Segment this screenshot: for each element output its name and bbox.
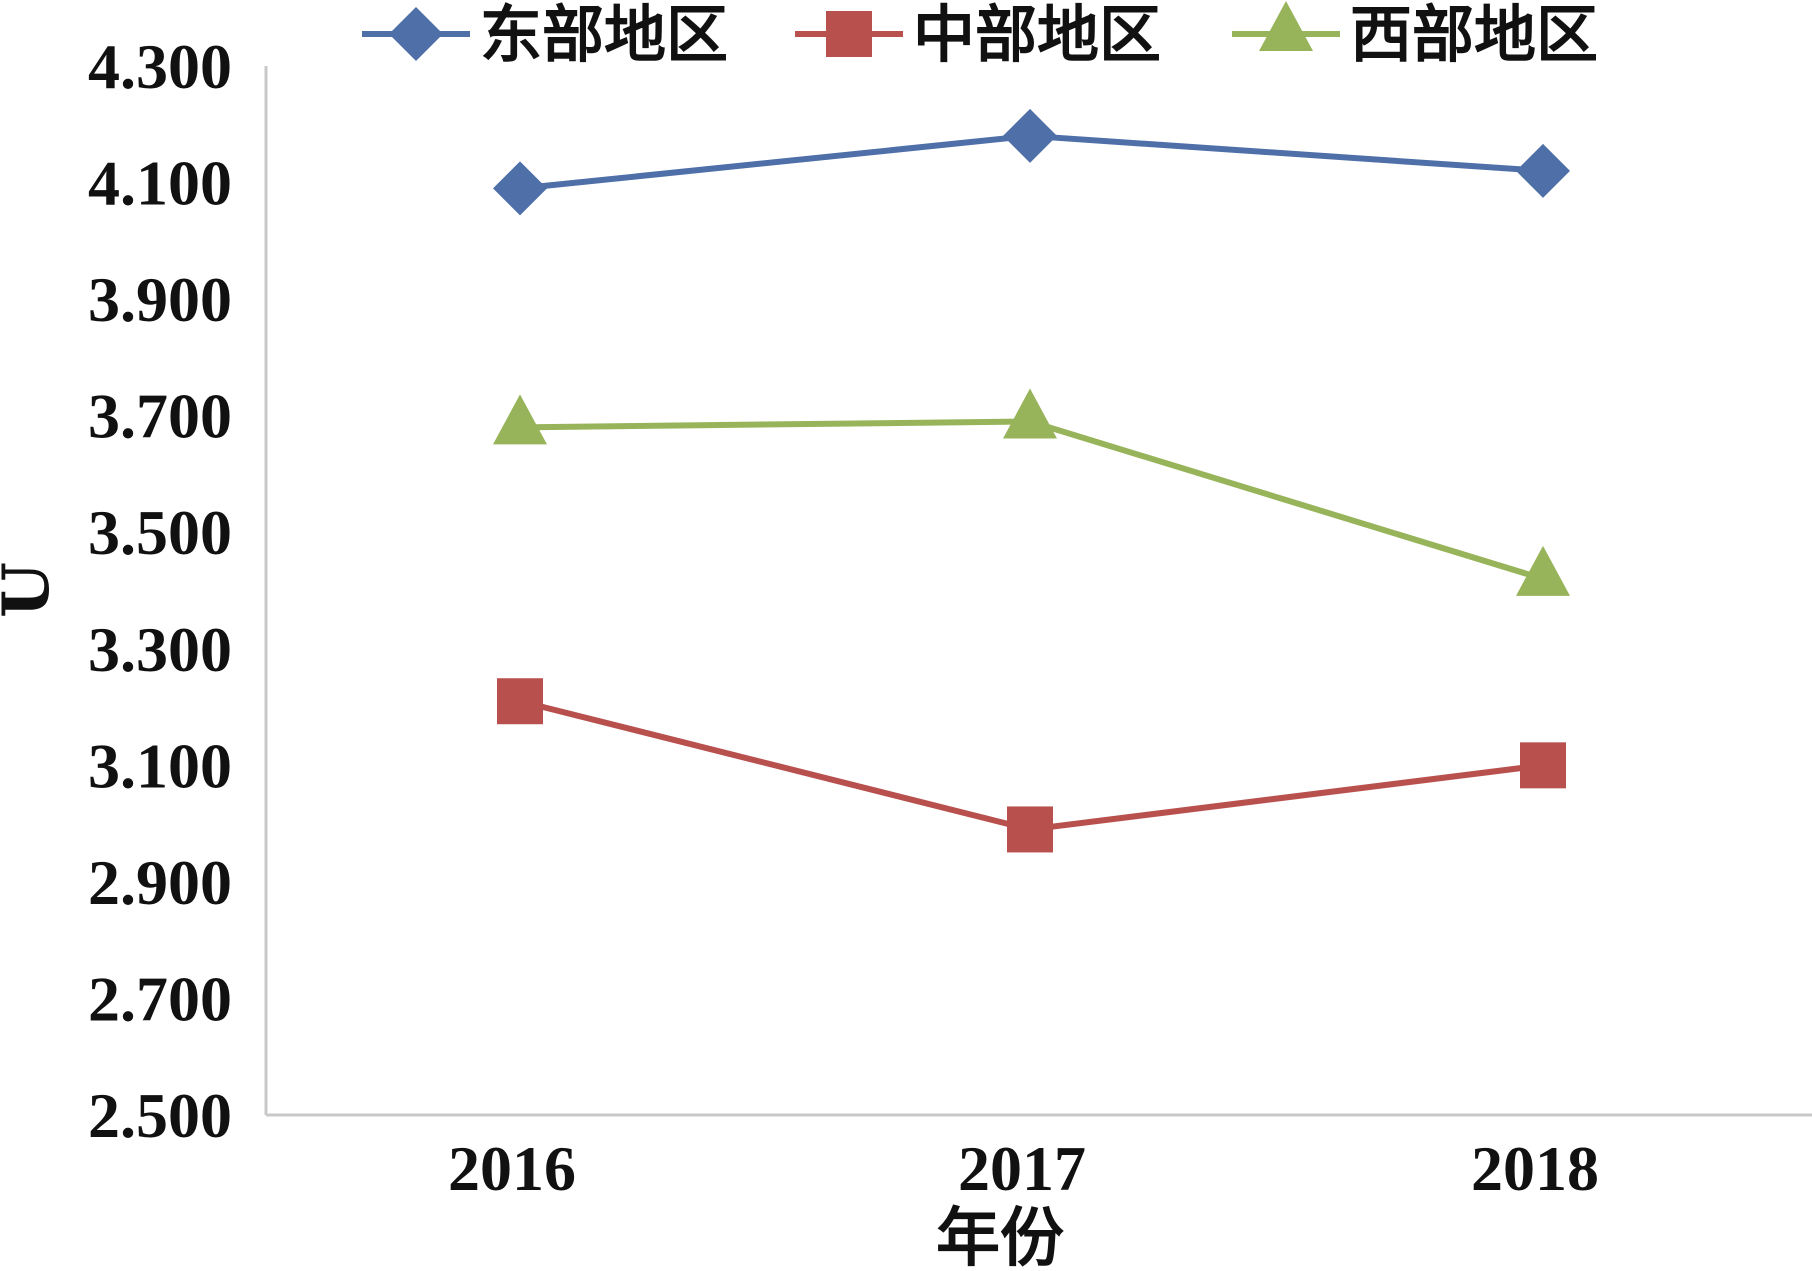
legend-marker (826, 11, 872, 57)
legend-item-1: 东部地区 (362, 0, 728, 71)
legend-label: 中部地区 (913, 0, 1161, 71)
y-tick-label: 2.900 (88, 847, 232, 918)
data-point (1003, 388, 1057, 439)
data-point (1516, 143, 1570, 198)
series-2 (497, 678, 1566, 853)
data-point (1516, 545, 1570, 596)
data-point (497, 678, 543, 725)
axes (264, 66, 1812, 1117)
y-tick-label: 3.100 (88, 730, 232, 801)
y-tick-label: 2.500 (88, 1080, 232, 1151)
x-tick-label: 2018 (1471, 1133, 1599, 1204)
y-tick-label: 3.700 (88, 381, 232, 452)
x-tick-labels: 2016 2017 2018 (448, 1133, 1599, 1204)
x-axis-title: 年份 (936, 1201, 1064, 1271)
y-tick-labels: 2.500 2.700 2.900 3.100 3.300 3.500 3.700 3.900… (88, 31, 232, 1151)
y-axis-title: U (0, 562, 64, 618)
y-tick-label: 4.100 (88, 148, 232, 219)
legend: 东部地区 中部地区 西部地区 (362, 0, 1598, 71)
data-point (493, 394, 547, 445)
legend-label: 西部地区 (1350, 0, 1598, 71)
data-point (1520, 742, 1566, 789)
series-1 (493, 108, 1570, 216)
series-line (519, 418, 1544, 582)
y-tick-label: 3.300 (88, 614, 232, 685)
legend-marker (389, 7, 443, 61)
data-point (493, 161, 547, 216)
series-3 (493, 388, 1570, 596)
y-tick-label: 3.900 (88, 264, 232, 335)
data-point (1007, 806, 1053, 853)
legend-item-2: 中部地区 (795, 0, 1161, 71)
x-tick-label: 2016 (448, 1133, 576, 1204)
legend-label: 东部地区 (480, 0, 728, 71)
legend-item-3: 西部地区 (1232, 0, 1598, 71)
y-tick-label: 2.700 (88, 963, 232, 1034)
y-tick-label: 3.500 (88, 497, 232, 568)
legend-marker (1259, 1, 1313, 51)
y-tick-label: 4.300 (88, 31, 232, 102)
data-point (1003, 108, 1057, 163)
series (493, 108, 1570, 853)
x-tick-label: 2017 (958, 1133, 1086, 1204)
